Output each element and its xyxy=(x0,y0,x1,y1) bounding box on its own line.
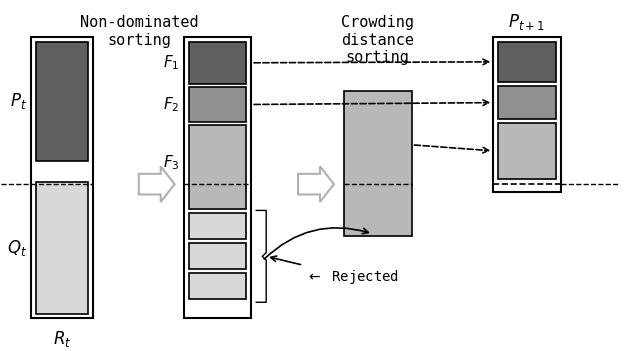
Bar xyxy=(184,37,251,318)
Bar xyxy=(36,182,88,313)
Text: $P_t$: $P_t$ xyxy=(11,91,27,111)
Polygon shape xyxy=(139,166,174,202)
Bar xyxy=(189,213,246,239)
Text: $P_{t+1}$: $P_{t+1}$ xyxy=(508,12,546,32)
Text: $F_2$: $F_2$ xyxy=(163,95,179,114)
Bar xyxy=(498,123,556,179)
Text: $R_t$: $R_t$ xyxy=(53,330,71,350)
Text: $\leftarrow$ Rejected: $\leftarrow$ Rejected xyxy=(271,256,399,286)
Polygon shape xyxy=(298,166,334,202)
Text: Non-dominated
sorting: Non-dominated sorting xyxy=(81,15,199,48)
Bar xyxy=(189,87,246,122)
Bar xyxy=(189,125,246,210)
Text: $Q_t$: $Q_t$ xyxy=(8,238,28,258)
Bar xyxy=(189,273,246,299)
Text: $F_1$: $F_1$ xyxy=(163,53,179,72)
Bar xyxy=(189,42,246,84)
Bar xyxy=(189,243,246,270)
Bar xyxy=(493,37,561,192)
Bar xyxy=(498,42,556,82)
Text: $F_3$: $F_3$ xyxy=(163,154,179,172)
Bar xyxy=(36,42,88,161)
Bar xyxy=(498,86,556,119)
Text: Crowding
distance
sorting: Crowding distance sorting xyxy=(341,15,414,65)
Bar xyxy=(344,91,411,236)
Bar xyxy=(31,37,93,318)
